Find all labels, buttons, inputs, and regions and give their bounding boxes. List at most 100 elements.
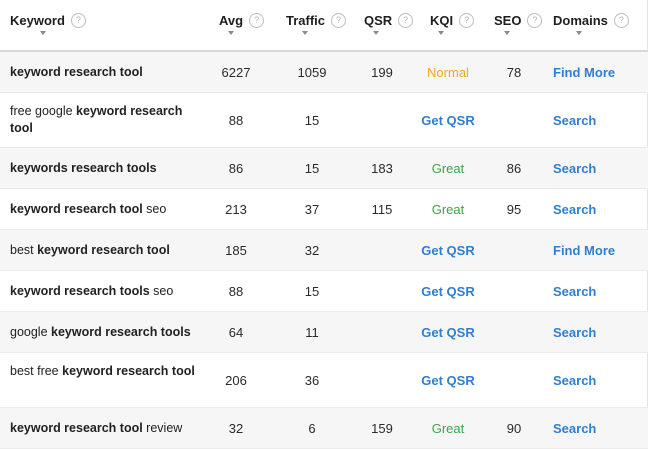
traffic-value: 6 (308, 421, 316, 436)
get-qsr-link[interactable]: Get QSR (421, 113, 475, 128)
table-row: keyword research tools seo 88 15 Get QSR Sea… (0, 271, 648, 312)
table-header: Keyword ? Avg ? Traffic ? QSR ? KQI ? SE… (0, 0, 648, 52)
table-row: best keyword research tool 185 32 Get QSR Fi… (0, 230, 648, 271)
keyword-cell: best keyword research tool (10, 242, 200, 259)
help-icon[interactable]: ? (249, 13, 265, 28)
col-seo-label: SEO (494, 13, 522, 28)
traffic-value: 11 (305, 325, 319, 340)
keyword-text: best free (10, 364, 63, 378)
avg-value: 6227 (221, 65, 251, 80)
table-row: keyword research tool review 32 6 159 Great 9… (0, 408, 648, 449)
kqi-badge: Great (431, 202, 465, 217)
seo-value: 95 (506, 202, 522, 217)
table-row: free google keyword research tool 88 15 Get… (0, 93, 648, 148)
help-icon[interactable]: ? (398, 13, 414, 28)
keyword-text: keyword research tool (10, 65, 143, 79)
search-link[interactable]: Search (553, 113, 597, 128)
find-more-link[interactable]: Find More (553, 65, 616, 80)
traffic-value: 1059 (297, 65, 327, 80)
avg-value: 64 (228, 325, 244, 340)
sort-caret-icon[interactable] (302, 31, 308, 35)
search-link[interactable]: Search (553, 284, 597, 299)
avg-value: 86 (228, 161, 244, 176)
table-row: best free keyword research tool 206 36 Get … (0, 353, 648, 408)
sort-caret-icon[interactable] (576, 31, 582, 35)
col-avg-label: Avg (219, 13, 244, 28)
help-icon[interactable]: ? (70, 13, 86, 28)
search-link[interactable]: Search (553, 161, 597, 176)
qsr-value: 159 (371, 421, 393, 436)
seo-value: 86 (506, 161, 522, 176)
col-qsr-header[interactable]: QSR ? (364, 13, 414, 28)
avg-value: 185 (225, 243, 247, 258)
keyword-text: keyword research tools (10, 284, 150, 298)
qsr-value: 115 (371, 202, 393, 217)
seo-value: 90 (506, 421, 522, 436)
keyword-cell: keyword research tool review (10, 420, 200, 437)
col-domains-header[interactable]: Domains ? (553, 13, 629, 28)
keyword-text: keyword research tool (10, 202, 143, 216)
keyword-cell: keyword research tool seo (10, 201, 200, 218)
keyword-text: review (142, 421, 183, 435)
find-more-link[interactable]: Find More (553, 243, 616, 258)
keyword-text: seo (149, 284, 174, 298)
keyword-text: keyword research tools (51, 325, 191, 339)
seo-value: 78 (506, 65, 522, 80)
avg-value: 206 (225, 373, 247, 388)
traffic-value: 32 (304, 243, 320, 258)
col-qsr-label: QSR (364, 13, 393, 28)
help-icon[interactable]: ? (527, 13, 543, 28)
col-kqi-label: KQI (430, 13, 454, 28)
keyword-text: keyword research tool (10, 421, 143, 435)
keyword-cell: best free keyword research tool (10, 363, 200, 380)
get-qsr-link[interactable]: Get QSR (421, 243, 475, 258)
avg-value: 32 (228, 421, 244, 436)
kqi-badge: Great (431, 161, 465, 176)
keyword-table: Keyword ? Avg ? Traffic ? QSR ? KQI ? SE… (0, 0, 648, 449)
keyword-text: best (10, 243, 38, 257)
col-seo-header[interactable]: SEO ? (494, 13, 543, 28)
traffic-value: 36 (304, 373, 320, 388)
keyword-text: google (10, 325, 52, 339)
table-row: keyword research tool 6227 1059 199 Normal 78… (0, 52, 648, 93)
col-avg-header[interactable]: Avg ? (219, 13, 265, 28)
sort-caret-icon[interactable] (373, 31, 379, 35)
get-qsr-link[interactable]: Get QSR (421, 373, 475, 388)
sort-caret-icon[interactable] (438, 31, 444, 35)
sort-caret-icon[interactable] (228, 31, 234, 35)
col-kqi-header[interactable]: KQI ? (430, 13, 475, 28)
get-qsr-link[interactable]: Get QSR (421, 284, 475, 299)
sort-caret-icon[interactable] (504, 31, 510, 35)
avg-value: 88 (228, 113, 244, 128)
traffic-value: 15 (304, 161, 320, 176)
keyword-text: keyword research tool (62, 364, 195, 378)
col-domains-label: Domains (553, 13, 608, 28)
col-traffic-header[interactable]: Traffic ? (286, 13, 347, 28)
keyword-text: keyword research tool (37, 243, 170, 257)
table-row: keywords research tools 86 15 183 Great 86 Sea… (0, 148, 648, 189)
table-row: google keyword research tools 64 11 Get QSR… (0, 312, 648, 353)
col-keyword-header[interactable]: Keyword ? (10, 13, 86, 28)
get-qsr-link[interactable]: Get QSR (421, 325, 475, 340)
avg-value: 88 (228, 284, 244, 299)
keyword-cell: free google keyword research tool (10, 103, 200, 137)
keyword-text: keyword research tool (10, 104, 183, 135)
help-icon[interactable]: ? (613, 13, 629, 28)
kqi-badge: Great (431, 421, 465, 436)
keyword-cell: keyword research tools seo (10, 283, 200, 300)
avg-value: 213 (225, 202, 247, 217)
help-icon[interactable]: ? (459, 13, 475, 28)
search-link[interactable]: Search (553, 373, 597, 388)
qsr-value: 199 (371, 65, 393, 80)
search-link[interactable]: Search (553, 421, 597, 436)
traffic-value: 15 (304, 113, 320, 128)
col-traffic-label: Traffic (286, 13, 326, 28)
search-link[interactable]: Search (553, 325, 597, 340)
help-icon[interactable]: ? (331, 13, 347, 28)
sort-caret-icon[interactable] (40, 31, 46, 35)
keyword-cell: google keyword research tools (10, 324, 200, 341)
search-link[interactable]: Search (553, 202, 597, 217)
kqi-badge: Normal (427, 65, 469, 80)
traffic-value: 37 (304, 202, 320, 217)
keyword-cell: keyword research tool (10, 64, 200, 81)
